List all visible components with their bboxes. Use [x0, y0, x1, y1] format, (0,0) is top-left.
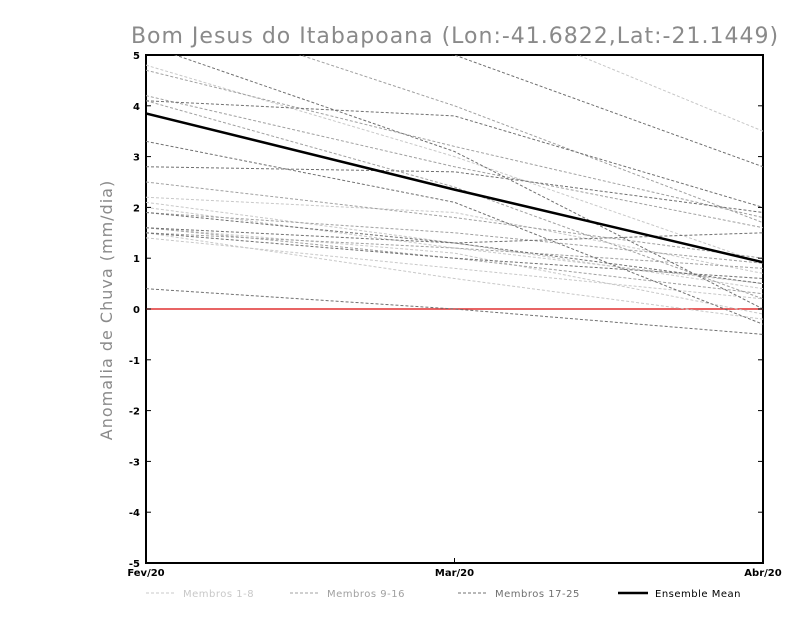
series-line-member-15 [146, 232, 763, 269]
series-line-member-11 [146, 181, 763, 259]
series-line-member-18 [146, 166, 763, 213]
series-line-member-1 [146, 64, 763, 264]
x-tick-label: Fev/20 [127, 568, 164, 579]
series-line-member-10 [146, 95, 763, 229]
series-line-member-19 [146, 140, 763, 325]
y-tick-label: 1 [133, 254, 140, 265]
legend-label: Ensemble Mean [655, 589, 741, 600]
series-line-ensemble-mean [146, 112, 763, 264]
series-line-member-7 [576, 55, 763, 132]
series-line-member-22 [146, 288, 763, 335]
series-line-member-14 [146, 100, 763, 300]
y-tick-label: -4 [129, 508, 140, 519]
series-line-member-13 [146, 227, 763, 295]
y-tick-label: -5 [129, 559, 140, 570]
series-line-member-24 [173, 55, 763, 310]
legend-label: Membros 1-8 [183, 589, 254, 600]
series-line-member-17 [146, 100, 763, 208]
y-tick-label: 2 [133, 203, 140, 214]
legend-label: Membros 17-25 [495, 589, 580, 600]
series-line-member-21 [146, 227, 763, 285]
x-tick-label: Mar/20 [435, 568, 474, 579]
series-line-member-20 [146, 211, 763, 244]
series-line-member-25 [146, 232, 763, 280]
y-tick-label: 4 [133, 102, 140, 113]
legend: Membros 1-8 Membros 9-16 Membros 17-25 Ense… [146, 589, 741, 600]
x-tick-label: Abr/20 [744, 568, 781, 579]
y-tick-label: -1 [129, 356, 140, 367]
plot-lines [146, 55, 763, 335]
chart-title: Bom Jesus do Itabapoana (Lon:-41.6822,La… [131, 24, 779, 49]
series-line-member-5 [146, 237, 763, 300]
series-line-member-9 [146, 69, 763, 219]
axis-ticks: -5 -4 -3 -2 -1 0 1 2 3 4 5 Fev/20 Mar/20 Abr/20 [127, 51, 781, 579]
series-line-member-3 [146, 201, 763, 290]
y-axis-label: Anomalia de Chuva (mm/dia) [97, 180, 116, 440]
y-tick-label: 0 [133, 305, 140, 316]
y-tick-label: -3 [129, 457, 140, 468]
legend-label: Membros 9-16 [327, 589, 405, 600]
series-line-member-8 [146, 206, 763, 285]
series-line-member-12 [146, 211, 763, 264]
y-tick-label: 5 [133, 51, 140, 62]
series-line-member-6 [146, 232, 763, 320]
y-tick-label: -2 [129, 407, 140, 418]
series-line-member-2 [146, 196, 763, 274]
y-tick-label: 3 [133, 153, 140, 164]
